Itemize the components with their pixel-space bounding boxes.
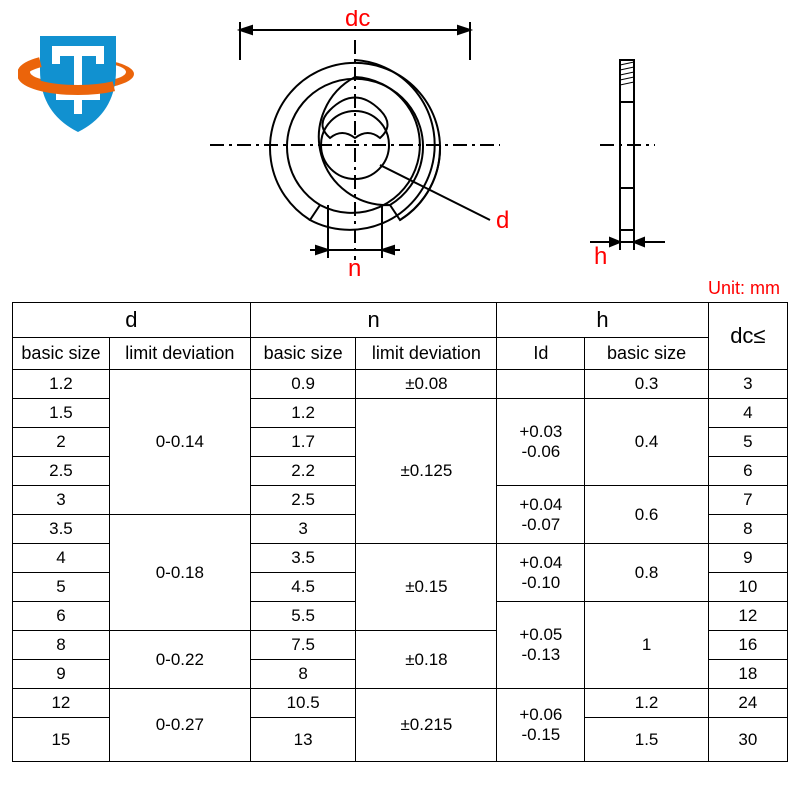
cell: ±0.125 bbox=[356, 399, 497, 544]
col-n-basic: basic size bbox=[250, 338, 356, 370]
cell: 1.7 bbox=[250, 428, 356, 457]
col-dc: dc≤ bbox=[708, 303, 787, 370]
cell: 0.6 bbox=[585, 486, 708, 544]
cell: 6 bbox=[708, 457, 787, 486]
table-row: 12 0-0.27 10.5 ±0.215 +0.06 -0.15 1.2 24 bbox=[13, 689, 788, 718]
cell: ±0.08 bbox=[356, 370, 497, 399]
cell: 16 bbox=[708, 631, 787, 660]
cell: 13 bbox=[250, 718, 356, 762]
cell: 3 bbox=[13, 486, 110, 515]
cell: 2 bbox=[13, 428, 110, 457]
cell: 8 bbox=[250, 660, 356, 689]
cell: 0.8 bbox=[585, 544, 708, 602]
cell: 1.2 bbox=[250, 399, 356, 428]
cell: 4 bbox=[708, 399, 787, 428]
dimension-table: d n h dc≤ basic size limit deviation bas… bbox=[12, 302, 788, 762]
cell: 0-0.27 bbox=[109, 689, 250, 762]
col-h-basic: basic size bbox=[585, 338, 708, 370]
cell: 0.9 bbox=[250, 370, 356, 399]
cell: 15 bbox=[13, 718, 110, 762]
cell: 5 bbox=[13, 573, 110, 602]
cell: 5 bbox=[708, 428, 787, 457]
cell: 1.5 bbox=[585, 718, 708, 762]
label-h: h bbox=[594, 243, 607, 270]
cell: ±0.15 bbox=[356, 544, 497, 631]
unit-label: Unit: mm bbox=[708, 278, 780, 299]
cell: ±0.215 bbox=[356, 689, 497, 762]
label-n: n bbox=[348, 255, 361, 280]
label-dc: dc bbox=[345, 10, 370, 32]
cell: 4 bbox=[13, 544, 110, 573]
cell: ±0.18 bbox=[356, 631, 497, 689]
cell: 3 bbox=[708, 370, 787, 399]
cell: +0.06 -0.15 bbox=[497, 689, 585, 762]
cell: 8 bbox=[708, 515, 787, 544]
cell: +0.04 -0.07 bbox=[497, 486, 585, 544]
cell: 10 bbox=[708, 573, 787, 602]
cell: 9 bbox=[708, 544, 787, 573]
cell: 0.4 bbox=[585, 399, 708, 486]
col-d: d bbox=[13, 303, 251, 338]
cell: 0-0.14 bbox=[109, 370, 250, 515]
cell: 0.3 bbox=[585, 370, 708, 399]
label-d: d bbox=[496, 207, 509, 234]
cell: 2.5 bbox=[13, 457, 110, 486]
brand-logo bbox=[18, 18, 138, 138]
cell: 2.5 bbox=[250, 486, 356, 515]
cell: 18 bbox=[708, 660, 787, 689]
cell: 1.2 bbox=[13, 370, 110, 399]
eclip-diagram: dc d n h bbox=[180, 10, 740, 280]
cell: 0-0.22 bbox=[109, 631, 250, 689]
cell: 1 bbox=[585, 602, 708, 689]
table-row: 1.2 0-0.14 0.9 ±0.08 0.3 3 bbox=[13, 370, 788, 399]
cell: 3.5 bbox=[250, 544, 356, 573]
cell: 9 bbox=[13, 660, 110, 689]
col-n: n bbox=[250, 303, 497, 338]
col-h: h bbox=[497, 303, 708, 338]
cell: +0.05 -0.13 bbox=[497, 602, 585, 689]
cell: 10.5 bbox=[250, 689, 356, 718]
cell: 5.5 bbox=[250, 602, 356, 631]
cell: 4.5 bbox=[250, 573, 356, 602]
cell: 1.5 bbox=[13, 399, 110, 428]
cell: 3 bbox=[250, 515, 356, 544]
cell: 12 bbox=[13, 689, 110, 718]
col-n-dev: limit deviation bbox=[356, 338, 497, 370]
cell: 6 bbox=[13, 602, 110, 631]
col-d-basic: basic size bbox=[13, 338, 110, 370]
cell: +0.04 -0.10 bbox=[497, 544, 585, 602]
cell: 8 bbox=[13, 631, 110, 660]
cell: +0.03 -0.06 bbox=[497, 399, 585, 486]
cell: 30 bbox=[708, 718, 787, 762]
col-id: Id bbox=[497, 338, 585, 370]
cell: 24 bbox=[708, 689, 787, 718]
cell: 12 bbox=[708, 602, 787, 631]
cell: 7.5 bbox=[250, 631, 356, 660]
cell bbox=[497, 370, 585, 399]
cell: 1.2 bbox=[585, 689, 708, 718]
cell: 7 bbox=[708, 486, 787, 515]
cell: 2.2 bbox=[250, 457, 356, 486]
col-d-dev: limit deviation bbox=[109, 338, 250, 370]
cell: 0-0.18 bbox=[109, 515, 250, 631]
cell: 3.5 bbox=[13, 515, 110, 544]
